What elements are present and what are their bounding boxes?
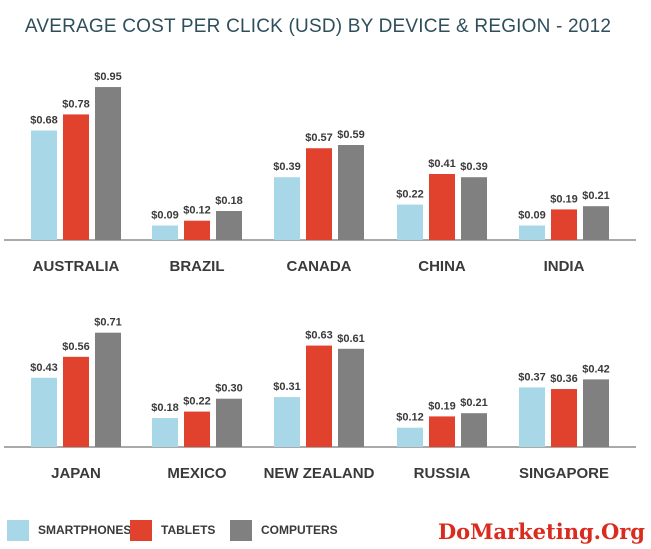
bar-mexico-smartphones (152, 418, 178, 447)
bar-canada-tablets (306, 148, 332, 240)
bar-india-tablets (551, 209, 577, 240)
bar-singapore-smartphones (519, 387, 545, 447)
bar-japan-smartphones (31, 377, 57, 447)
bar-india-smartphones (519, 225, 545, 240)
value-label-singapore-computers: $0.42 (582, 363, 610, 375)
value-label-brazil-computers: $0.18 (215, 195, 243, 207)
bar-india-computers (583, 206, 609, 240)
category-label-canada: CANADA (287, 258, 352, 275)
legend: SMARTPHONES TABLETS COMPUTERS (7, 520, 338, 541)
bar-russia-computers (461, 413, 487, 447)
value-label-singapore-tablets: $0.36 (550, 373, 578, 385)
value-label-japan-smartphones: $0.43 (30, 362, 58, 374)
value-label-singapore-smartphones: $0.37 (518, 371, 546, 383)
value-label-russia-computers: $0.21 (460, 397, 488, 409)
bar-australia-computers (95, 87, 121, 240)
value-label-china-tablets: $0.41 (428, 158, 456, 170)
value-label-canada-tablets: $0.57 (305, 132, 333, 144)
bar-china-computers (461, 177, 487, 240)
value-label-new-zealand-tablets: $0.63 (305, 330, 333, 342)
value-label-new-zealand-smartphones: $0.31 (273, 381, 301, 393)
value-label-india-computers: $0.21 (582, 190, 610, 202)
value-label-mexico-tablets: $0.22 (183, 396, 211, 408)
bar-brazil-computers (216, 211, 242, 240)
bar-canada-computers (338, 145, 364, 240)
value-label-japan-tablets: $0.56 (62, 341, 90, 353)
bar-mexico-tablets (184, 411, 210, 447)
bar-brazil-tablets (184, 220, 210, 240)
chart-title: AVERAGE COST PER CLICK (USD) BY DEVICE &… (25, 16, 611, 37)
bar-russia-smartphones (397, 427, 423, 447)
value-label-australia-computers: $0.95 (94, 71, 122, 83)
category-label-russia: RUSSIA (414, 465, 471, 482)
value-label-mexico-smartphones: $0.18 (151, 402, 179, 414)
category-label-mexico: MEXICO (167, 465, 227, 482)
value-label-australia-smartphones: $0.68 (30, 115, 58, 127)
bar-brazil-smartphones (152, 225, 178, 240)
bar-new-zealand-smartphones (274, 397, 300, 447)
value-label-india-smartphones: $0.09 (518, 210, 546, 222)
value-label-china-computers: $0.39 (460, 161, 488, 173)
bar-japan-computers (95, 332, 121, 447)
watermark-text: DoMarketing.Org (438, 519, 645, 544)
legend-swatch-smartphones (7, 520, 29, 541)
bar-new-zealand-tablets (306, 345, 332, 447)
value-label-new-zealand-computers: $0.61 (337, 333, 365, 345)
bar-russia-tablets (429, 416, 455, 447)
value-label-australia-tablets: $0.78 (62, 98, 90, 110)
value-label-mexico-computers: $0.30 (215, 383, 243, 395)
value-label-russia-smartphones: $0.12 (396, 412, 424, 424)
bar-australia-smartphones (31, 130, 57, 240)
category-label-india: INDIA (544, 258, 585, 275)
legend-label-tablets: TABLETS (161, 523, 215, 537)
value-label-brazil-tablets: $0.12 (183, 205, 211, 217)
bar-china-tablets (429, 173, 455, 240)
bar-mexico-computers (216, 398, 242, 447)
bars-layer: $0.68 $0.78 $0.95 AUSTRALIA $0.09 $0.12 $0.18 B… (4, 71, 636, 482)
bar-new-zealand-computers (338, 348, 364, 447)
category-label-australia: AUSTRALIA (33, 258, 120, 275)
bar-canada-smartphones (274, 177, 300, 240)
value-label-japan-computers: $0.71 (94, 317, 122, 329)
legend-label-computers: COMPUTERS (261, 523, 338, 537)
value-label-canada-smartphones: $0.39 (273, 161, 301, 173)
bar-japan-tablets (63, 356, 89, 447)
category-label-singapore: SINGAPORE (519, 465, 609, 482)
category-label-brazil: BRAZIL (170, 258, 225, 275)
bar-china-smartphones (397, 204, 423, 240)
category-label-japan: JAPAN (51, 465, 101, 482)
value-label-china-smartphones: $0.22 (396, 189, 424, 201)
legend-swatch-computers (230, 520, 252, 541)
category-label-china: CHINA (418, 258, 466, 275)
value-label-russia-tablets: $0.19 (428, 400, 456, 412)
legend-swatch-tablets (130, 520, 152, 541)
value-label-canada-computers: $0.59 (337, 129, 365, 141)
bar-singapore-tablets (551, 389, 577, 447)
category-label-new-zealand: NEW ZEALAND (264, 465, 375, 482)
value-label-india-tablets: $0.19 (550, 193, 578, 205)
bar-australia-tablets (63, 114, 89, 240)
legend-label-smartphones: SMARTPHONES (38, 523, 131, 537)
value-label-brazil-smartphones: $0.09 (151, 210, 179, 222)
bar-singapore-computers (583, 379, 609, 447)
